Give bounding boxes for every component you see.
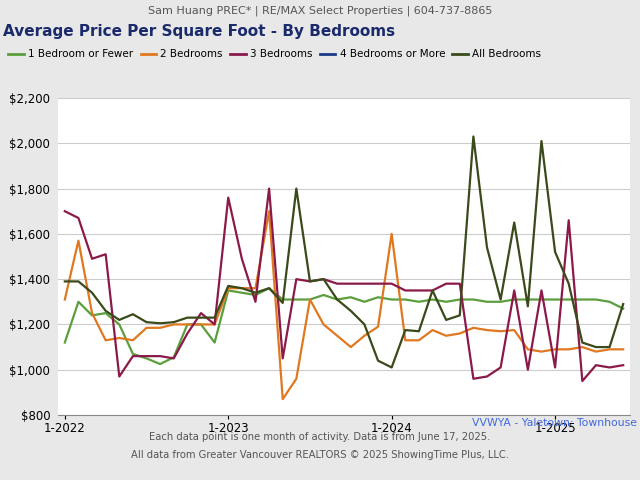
- Text: VVWYA - Yaletown: Townhouse: VVWYA - Yaletown: Townhouse: [472, 418, 637, 428]
- Text: Each data point is one month of activity. Data is from June 17, 2025.: Each data point is one month of activity…: [149, 432, 491, 442]
- Text: Average Price Per Square Foot - By Bedrooms: Average Price Per Square Foot - By Bedro…: [3, 24, 396, 39]
- Legend: 1 Bedroom or Fewer, 2 Bedrooms, 3 Bedrooms, 4 Bedrooms or More, All Bedrooms: 1 Bedroom or Fewer, 2 Bedrooms, 3 Bedroo…: [8, 49, 541, 59]
- Text: All data from Greater Vancouver REALTORS © 2025 ShowingTime Plus, LLC.: All data from Greater Vancouver REALTORS…: [131, 450, 509, 460]
- Text: Sam Huang PREC* | RE/MAX Select Properties | 604-737-8865: Sam Huang PREC* | RE/MAX Select Properti…: [148, 6, 492, 16]
